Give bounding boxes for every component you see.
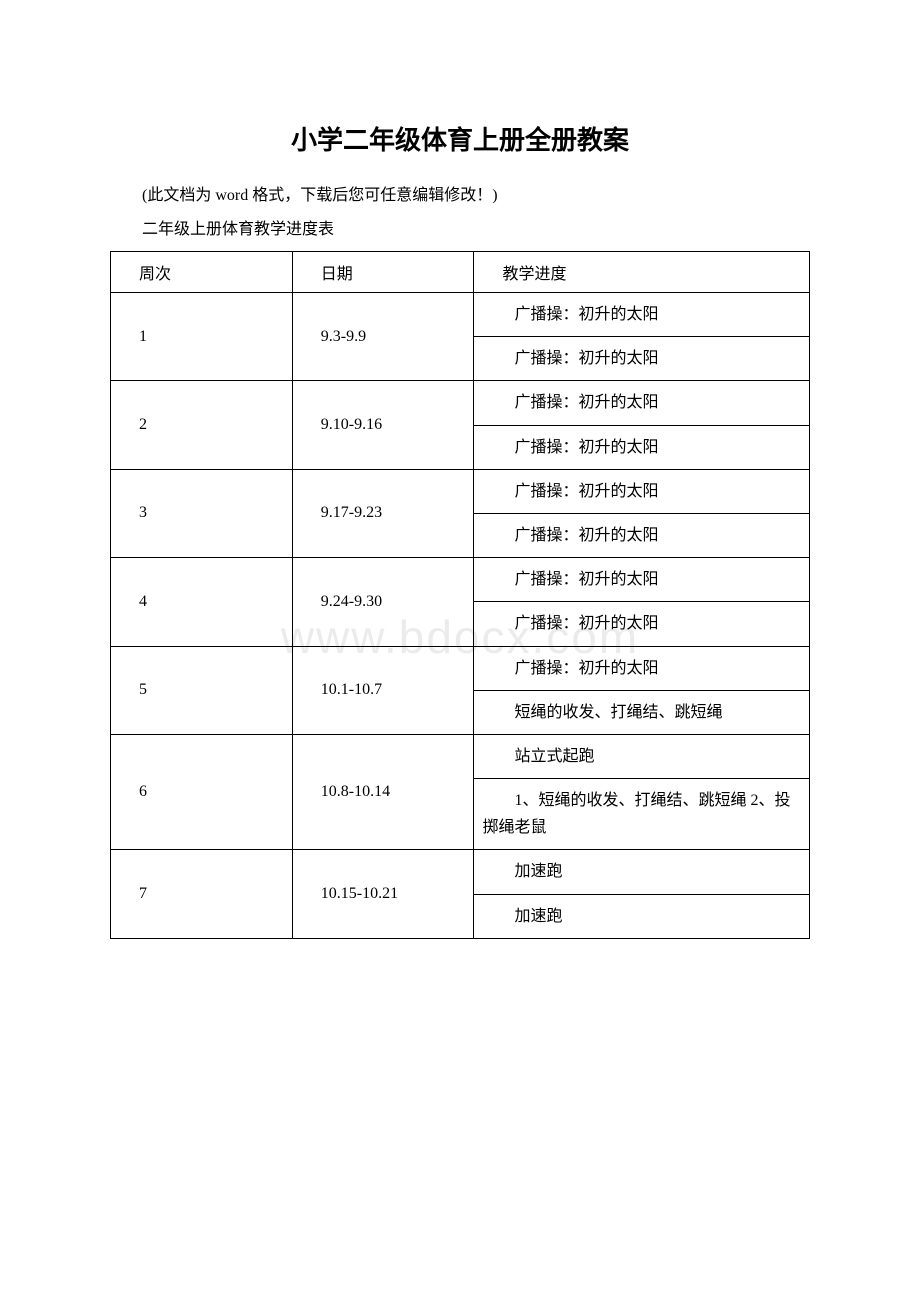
table-row: 49.24-9.30广播操：初升的太阳 — [111, 558, 810, 602]
content-cell: 广播操：初升的太阳 — [474, 513, 810, 557]
header-content: 教学进度 — [474, 252, 810, 293]
table-header-row: 周次 日期 教学进度 — [111, 252, 810, 293]
content-cell: 广播操：初升的太阳 — [474, 602, 810, 646]
week-cell: 3 — [111, 469, 293, 557]
header-date: 日期 — [292, 252, 474, 293]
content-cell: 加速跑 — [474, 894, 810, 938]
table-row: 39.17-9.23广播操：初升的太阳 — [111, 469, 810, 513]
content-cell: 广播操：初升的太阳 — [474, 381, 810, 425]
table-row: 510.1-10.7广播操：初升的太阳 — [111, 646, 810, 690]
table-row: 29.10-9.16广播操：初升的太阳 — [111, 381, 810, 425]
date-cell: 10.1-10.7 — [292, 646, 474, 734]
table-row: 19.3-9.9广播操：初升的太阳 — [111, 293, 810, 337]
week-cell: 1 — [111, 293, 293, 381]
document-content: 小学二年级体育上册全册教案 (此文档为 word 格式，下载后您可任意编辑修改！… — [110, 120, 810, 939]
intro-text: (此文档为 word 格式，下载后您可任意编辑修改！) — [110, 181, 810, 205]
schedule-table: 周次 日期 教学进度 19.3-9.9广播操：初升的太阳广播操：初升的太阳29.… — [110, 251, 810, 939]
week-cell: 7 — [111, 850, 293, 938]
content-cell: 广播操：初升的太阳 — [474, 469, 810, 513]
content-cell: 站立式起跑 — [474, 734, 810, 778]
document-title: 小学二年级体育上册全册教案 — [110, 120, 810, 157]
content-cell: 1、短绳的收发、打绳结、跳短绳 2、投掷绳老鼠 — [474, 779, 810, 850]
content-cell: 广播操：初升的太阳 — [474, 646, 810, 690]
content-cell: 广播操：初升的太阳 — [474, 558, 810, 602]
week-cell: 2 — [111, 381, 293, 469]
content-cell: 广播操：初升的太阳 — [474, 337, 810, 381]
header-week: 周次 — [111, 252, 293, 293]
table-row: 710.15-10.21加速跑 — [111, 850, 810, 894]
week-cell: 4 — [111, 558, 293, 646]
date-cell: 9.3-9.9 — [292, 293, 474, 381]
date-cell: 9.24-9.30 — [292, 558, 474, 646]
date-cell: 9.17-9.23 — [292, 469, 474, 557]
subtitle-text: 二年级上册体育教学进度表 — [110, 215, 810, 239]
content-cell: 广播操：初升的太阳 — [474, 293, 810, 337]
content-cell: 短绳的收发、打绳结、跳短绳 — [474, 690, 810, 734]
week-cell: 5 — [111, 646, 293, 734]
week-cell: 6 — [111, 734, 293, 850]
date-cell: 9.10-9.16 — [292, 381, 474, 469]
date-cell: 10.15-10.21 — [292, 850, 474, 938]
date-cell: 10.8-10.14 — [292, 734, 474, 850]
content-cell: 加速跑 — [474, 850, 810, 894]
table-row: 610.8-10.14站立式起跑 — [111, 734, 810, 778]
content-cell: 广播操：初升的太阳 — [474, 425, 810, 469]
